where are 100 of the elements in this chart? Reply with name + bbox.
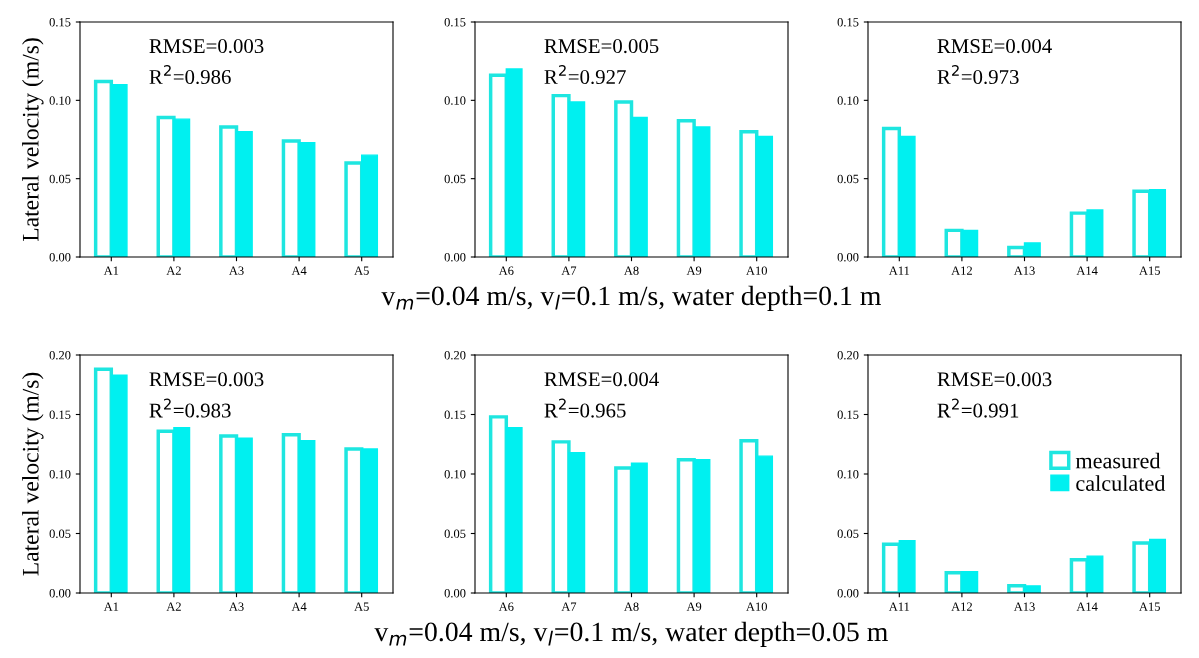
bar: [110, 83, 128, 257]
annotation: RMSE=0.004: [937, 39, 1052, 54]
x-tick-label: A3: [228, 602, 244, 611]
annotation: R$^{2}$=0.927: [544, 64, 626, 85]
annotation: R$^{2}$=0.986: [149, 64, 231, 85]
annotation: R$^{2}$=0.965: [544, 398, 626, 418]
y-tick-label: 0.10: [49, 96, 71, 105]
x-tick-label: A3: [228, 266, 244, 275]
x-tick-label: A5: [354, 266, 369, 275]
bar: [235, 130, 253, 257]
annotation: RMSE=0.003: [937, 372, 1052, 387]
y-axis-title: Lateral velocity (m/s): [22, 372, 44, 576]
bar: [361, 154, 379, 257]
annotation: R$^{2}$=0.991: [937, 398, 1019, 418]
annotation: RMSE=0.003: [149, 372, 264, 387]
x-tick-label: A13: [1013, 602, 1035, 611]
y-axis-title: Lateral velocity (m/s): [22, 38, 44, 242]
bar: [693, 126, 711, 257]
bar: [693, 459, 711, 593]
y-tick-label: 0.10: [444, 96, 466, 105]
bar: [898, 539, 916, 593]
y-tick-label: 0.10: [837, 96, 859, 105]
bar: [1086, 555, 1104, 593]
x-tick-label: A10: [746, 602, 767, 611]
bar: [630, 116, 648, 257]
x-tick-label: A8: [623, 266, 639, 275]
x-tick-label: A5: [354, 602, 369, 611]
y-tick-label: 0.05: [49, 174, 71, 184]
bar: [1149, 538, 1167, 593]
y-tick-label: 0.15: [444, 18, 466, 27]
x-tick-label: A6: [498, 266, 514, 275]
y-tick-label: 0.00: [444, 253, 466, 262]
x-axis-title: v$_{m}$=0.04 m/s, v$_{l}$=0.1 m/s, water depth=0.1 m: [381, 285, 881, 311]
bar: [568, 101, 586, 257]
x-tick-label: A9: [686, 266, 702, 275]
x-tick-label: A11: [888, 266, 910, 275]
bar: [1023, 242, 1041, 257]
x-tick-label: A11: [888, 602, 910, 611]
x-tick-label: A10: [746, 266, 767, 275]
x-tick-label: A6: [498, 602, 514, 611]
x-tick-label: A4: [291, 266, 307, 275]
bar: [298, 141, 316, 257]
x-tick-label: A2: [166, 602, 181, 611]
y-tick-label: 0.20: [49, 351, 71, 360]
x-tick-label: A1: [103, 266, 119, 275]
bar: [756, 135, 774, 257]
bar: [173, 118, 191, 257]
bar: [756, 455, 774, 593]
annotation: RMSE=0.003: [149, 39, 264, 54]
x-tick-label: A8: [623, 602, 639, 611]
bar: [630, 462, 648, 593]
y-tick-label: 0.15: [49, 18, 71, 27]
bar: [898, 135, 916, 257]
x-tick-label: A2: [166, 266, 181, 275]
y-tick-label: 0.00: [837, 253, 859, 262]
y-tick-label: 0.00: [49, 589, 71, 598]
bar: [568, 451, 586, 593]
bar: [298, 439, 316, 593]
annotation: RMSE=0.004: [544, 372, 659, 387]
legend-label: calculated: [1076, 475, 1166, 491]
annotation: R$^{2}$=0.983: [149, 398, 231, 418]
x-tick-label: A14: [1076, 602, 1098, 611]
y-tick-label: 0.00: [49, 253, 71, 262]
y-tick-label: 0.05: [444, 529, 466, 539]
x-tick-label: A9: [686, 602, 702, 611]
bar: [505, 68, 523, 257]
bar: [961, 229, 979, 257]
x-tick-label: A15: [1139, 266, 1160, 275]
y-tick-label: 0.10: [49, 470, 71, 479]
annotation: R$^{2}$=0.973: [937, 64, 1019, 85]
x-tick-label: A1: [103, 602, 119, 611]
bar: [361, 448, 379, 593]
y-tick-label: 0.00: [837, 589, 859, 598]
y-tick-label: 0.15: [49, 410, 71, 420]
bar: [110, 374, 128, 593]
y-tick-label: 0.10: [837, 470, 859, 479]
y-tick-label: 0.20: [444, 351, 466, 360]
legend-label: measured: [1075, 452, 1161, 469]
bar: [1149, 188, 1167, 257]
y-tick-label: 0.10: [444, 470, 466, 479]
bar: [1086, 209, 1104, 257]
x-tick-label: A4: [291, 602, 307, 611]
bar: [505, 426, 523, 593]
x-tick-label: A15: [1139, 602, 1160, 611]
x-axis-title: v$_{m}$=0.04 m/s, v$_{l}$=0.1 m/s, water depth=0.05 m: [374, 621, 888, 647]
bar: [961, 570, 979, 593]
y-tick-label: 0.00: [444, 589, 466, 598]
x-tick-label: A12: [951, 266, 972, 275]
y-tick-label: 0.05: [837, 529, 859, 539]
y-tick-label: 0.15: [837, 18, 859, 27]
x-tick-label: A13: [1013, 266, 1035, 275]
x-tick-label: A7: [561, 602, 577, 611]
y-tick-label: 0.05: [837, 174, 859, 184]
x-tick-label: A12: [951, 602, 972, 611]
bar: [235, 437, 253, 593]
annotation: RMSE=0.005: [544, 39, 659, 54]
y-tick-label: 0.20: [837, 351, 859, 360]
y-tick-label: 0.05: [444, 174, 466, 184]
y-tick-label: 0.15: [837, 410, 859, 420]
x-tick-label: A7: [561, 266, 577, 275]
